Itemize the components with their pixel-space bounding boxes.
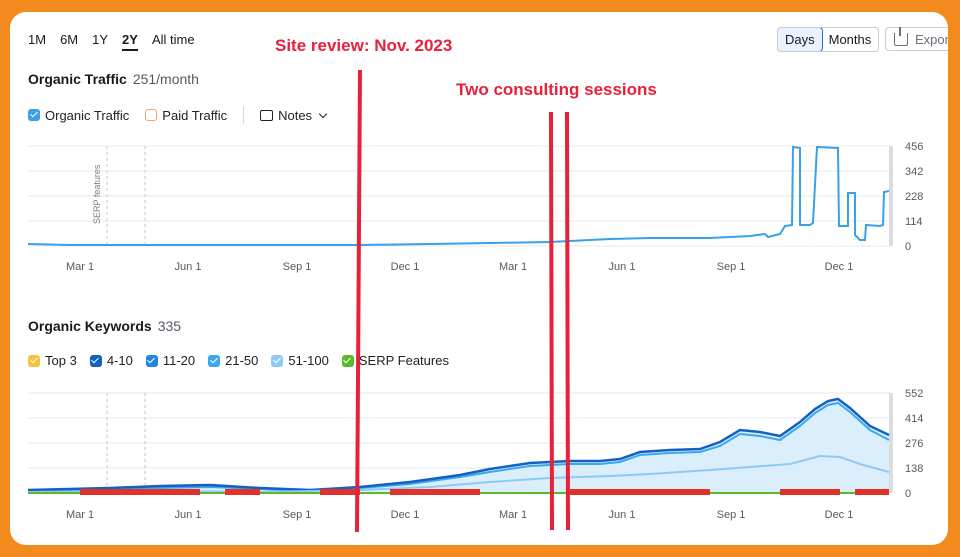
traffic-x-tick: Sep 1 [717,261,746,273]
legend-serp-features[interactable]: SERP Features [341,353,449,368]
legend-51-100[interactable]: 51-100 [271,353,329,368]
traffic-y-tick: 342 [905,166,923,178]
consulting-marker-line-2 [565,111,570,531]
months-button[interactable]: Months [828,32,872,47]
k4-10-label: 4-10 [106,353,133,368]
granularity-toggle: Days Months [777,27,880,52]
keywords-x-tick: Dec 1 [391,509,420,521]
top3-checkbox[interactable] [28,354,40,367]
traffic-y-axis: 456 342 228 114 0 [905,141,923,253]
legend-4-10[interactable]: 4-10 [89,353,133,368]
keywords-y-tick: 414 [905,413,923,425]
organic-checkbox[interactable] [28,109,40,121]
k51-100-checkbox[interactable] [271,354,284,367]
legend-21-50[interactable]: 21-50 [208,353,258,368]
traffic-x-tick: Mar 1 [499,261,527,273]
serp-checkbox[interactable] [341,354,354,367]
keywords-y-axis: 552 414 276 138 0 [905,388,923,500]
consulting-marker-line-1 [549,111,554,531]
top3-label: Top 3 [45,353,77,368]
traffic-x-axis: Mar 1 Jun 1 Sep 1 Dec 1 Mar 1 Jun 1 Sep … [66,261,853,273]
keywords-title-text: Organic Keywords [28,318,152,334]
traffic-y-tick: 114 [905,216,923,228]
chart-card: 1M 6M 1Y 2Y All time Days Months Export … [10,12,948,545]
keywords-4-10-line [27,397,890,492]
traffic-title-text: Organic Traffic [28,71,127,87]
notes-dropdown[interactable]: Notes [260,107,328,123]
range-1y[interactable]: 1Y [92,32,109,47]
legend-divider [243,106,245,124]
keywords-y-tick: 0 [905,488,911,500]
range-2y[interactable]: 2Y [122,32,138,51]
days-button[interactable]: Days [778,28,823,51]
keywords-value: 335 [157,318,182,334]
organic-traffic-line [27,145,890,246]
keywords-x-tick: Jun 1 [609,509,636,521]
keywords-x-tick: Sep 1 [717,509,746,521]
traffic-x-tick: Dec 1 [391,261,420,273]
keywords-x-tick: Mar 1 [499,509,527,521]
k11-20-label: 11-20 [162,353,196,368]
legend-paid-traffic[interactable]: Paid Traffic [145,108,227,123]
organic-label: Organic Traffic [45,107,130,123]
serp-features-label: SERP features [92,164,102,224]
keywords-x-tick: Sep 1 [283,509,312,521]
keywords-y-tick: 276 [905,438,923,450]
keywords-x-axis: Mar 1 Jun 1 Sep 1 Dec 1 Mar 1 Jun 1 Sep … [66,509,853,521]
export-button[interactable]: Export [885,26,948,51]
traffic-title: Organic Traffic 251/month [28,71,199,87]
keywords-y-tick: 138 [905,463,923,475]
paid-checkbox[interactable] [145,109,158,121]
serp-label: SERP Features [358,353,449,368]
k4-10-checkbox[interactable] [89,354,102,367]
k51-100-label: 51-100 [288,353,329,368]
k11-20-checkbox[interactable] [145,354,158,367]
traffic-value: 251/month [132,71,199,87]
k21-50-checkbox[interactable] [208,354,221,367]
traffic-x-tick: Dec 1 [825,261,854,273]
keywords-title: Organic Keywords 335 [28,318,181,334]
traffic-x-tick: Jun 1 [175,261,202,273]
legend-top-3[interactable]: Top 3 [28,353,77,368]
site-review-annotation: Site review: Nov. 2023 [269,34,459,58]
legend-11-20[interactable]: 11-20 [145,353,196,368]
keywords-legend: Top 3 4-10 11-20 21-50 51-100 SERP Featu… [28,353,449,368]
k21-50-label: 21-50 [225,353,259,368]
traffic-y-tick: 228 [905,191,923,203]
traffic-y-tick: 0 [905,241,911,253]
range-6m[interactable]: 6M [60,32,79,47]
range-all-time[interactable]: All time [151,32,195,47]
keywords-x-tick: Mar 1 [66,509,94,521]
traffic-x-tick: Mar 1 [66,261,94,273]
date-range-selector: 1M 6M 1Y 2Y All time [28,32,195,51]
keywords-area [28,399,889,493]
export-label: Export [915,31,948,47]
serp-feature-markers [80,489,889,495]
consulting-annotation: Two consulting sessions [450,78,663,102]
traffic-legend: Organic Traffic Paid Traffic Notes [28,106,328,124]
notes-label: Notes [278,107,313,123]
site-review-marker-line [355,69,362,533]
export-icon [894,26,908,46]
traffic-x-tick: Jun 1 [609,261,636,273]
keywords-y-tick: 552 [905,388,923,400]
traffic-scrollbar[interactable] [889,146,893,246]
keywords-x-tick: Dec 1 [825,509,854,521]
keywords-scrollbar[interactable] [889,393,893,493]
traffic-y-tick: 456 [905,141,923,153]
keywords-51-100-line [27,454,890,494]
legend-organic-traffic[interactable]: Organic Traffic [28,108,129,123]
range-1m[interactable]: 1M [28,32,47,47]
keywords-x-tick: Jun 1 [175,509,202,521]
traffic-grid [28,145,890,247]
notes-icon [260,109,274,121]
charts-svg: SERP features 456 342 228 114 0 Mar 1 Ju… [27,69,923,533]
traffic-x-tick: Sep 1 [283,261,312,273]
paid-label: Paid Traffic [162,107,228,123]
